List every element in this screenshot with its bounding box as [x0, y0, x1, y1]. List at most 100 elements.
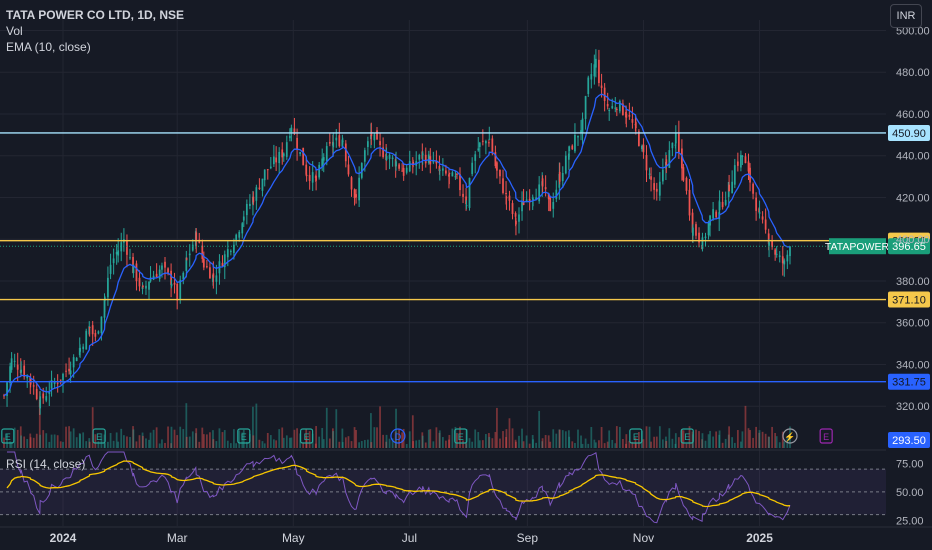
candle-body: [438, 169, 441, 171]
volume-bar: [758, 430, 761, 448]
candle-body: [65, 370, 67, 372]
candle-body: [229, 250, 232, 252]
volume-bar: [367, 439, 369, 448]
volume-bar: [68, 426, 70, 448]
candle-body: [681, 148, 683, 169]
volume-bar: [373, 427, 376, 448]
volume-bar: [568, 436, 571, 448]
volume-bar: [9, 441, 11, 448]
volume-bar: [733, 442, 736, 448]
x-tick-label: Sep: [517, 531, 539, 545]
candle-body: [555, 189, 558, 199]
candle-body: [767, 233, 770, 244]
volume-bar: [771, 426, 773, 448]
volume-bar: [655, 436, 658, 448]
candle-body: [549, 197, 552, 212]
candle-body: [109, 264, 112, 274]
candle-body: [360, 163, 363, 178]
split-marker: [782, 428, 798, 444]
earnings-marker: [300, 428, 314, 444]
candle-body: [188, 253, 191, 256]
volume-bar: [752, 437, 754, 448]
candle-body: [45, 396, 48, 401]
candle-body: [478, 142, 481, 148]
volume-bar: [38, 402, 41, 448]
volume-legend[interactable]: Vol: [6, 24, 23, 38]
candle-body: [724, 199, 727, 205]
candle-body: [614, 107, 617, 109]
volume-bar: [625, 443, 627, 448]
volume-bar: [491, 438, 494, 448]
candle-body: [311, 172, 314, 183]
candle-body: [68, 368, 70, 372]
volume-bar: [141, 432, 144, 448]
volume-bar: [435, 427, 438, 448]
candle-body: [587, 77, 590, 94]
candlestick-series: [3, 49, 791, 416]
candle-body: [391, 157, 394, 159]
symbol-title[interactable]: TATA POWER CO LTD, 1D, NSE: [6, 8, 184, 22]
y-tick-label: 420.00: [896, 192, 930, 204]
volume-bar: [185, 403, 188, 448]
volume-bar: [88, 438, 91, 448]
volume-bar: [628, 440, 631, 448]
candle-body: [379, 141, 381, 146]
volume-bar: [634, 442, 637, 448]
volume-bar: [179, 426, 182, 448]
candle-body: [148, 281, 150, 290]
candle-body: [485, 140, 487, 144]
volume-bar: [382, 434, 384, 448]
volume-bar: [126, 436, 128, 448]
rsi-legend[interactable]: RSI (14, close): [6, 457, 86, 471]
volume-bar: [712, 436, 714, 448]
volume-bar: [315, 426, 317, 448]
volume-bar: [145, 438, 147, 448]
candle-body: [593, 64, 596, 77]
volume-bar: [347, 436, 350, 448]
volume-bar: [567, 430, 570, 448]
volume-bar: [198, 441, 201, 448]
earnings-marker: [237, 428, 251, 444]
candle-body: [688, 189, 691, 216]
candle-body: [731, 181, 734, 194]
event-marker-label: E: [633, 432, 639, 442]
candle-body: [164, 261, 166, 268]
ema-legend[interactable]: EMA (10, close): [6, 40, 91, 54]
volume-bar: [698, 431, 700, 448]
volume-bar: [494, 431, 497, 448]
volume-tag-label: 293.50: [892, 435, 926, 447]
volume-bar: [29, 433, 32, 448]
volume-bar: [704, 440, 707, 448]
volume-bar: [778, 442, 781, 448]
candle-body: [600, 85, 603, 88]
volume-bar: [411, 415, 414, 448]
volume-bar: [535, 442, 537, 448]
currency-button[interactable]: INR: [890, 4, 922, 28]
volume-bar: [103, 434, 106, 448]
volume-bar: [421, 432, 424, 448]
candle-body: [538, 184, 541, 202]
candle-body: [223, 254, 226, 268]
volume-bar: [695, 429, 697, 448]
volume-bar: [677, 437, 680, 448]
candle-body: [736, 161, 739, 166]
event-markers: E E E E D E E E ⚡ E: [1, 428, 833, 444]
candle-body: [335, 137, 338, 141]
earnings-marker: [1, 428, 15, 444]
volume-bar: [13, 427, 16, 448]
volume-bar: [622, 438, 624, 448]
candle-body: [191, 244, 194, 251]
candle-body: [249, 203, 251, 207]
volume-bar: [314, 443, 317, 448]
candle-body: [79, 347, 82, 352]
volume-bar: [718, 434, 721, 448]
volume-bar: [618, 426, 621, 448]
volume-bar: [282, 437, 285, 448]
volume-bar: [363, 439, 366, 448]
candle-body: [535, 197, 537, 200]
candle-body: [269, 166, 272, 169]
candle-body: [505, 197, 508, 199]
candle-body: [107, 277, 109, 298]
candle-body: [363, 150, 366, 162]
